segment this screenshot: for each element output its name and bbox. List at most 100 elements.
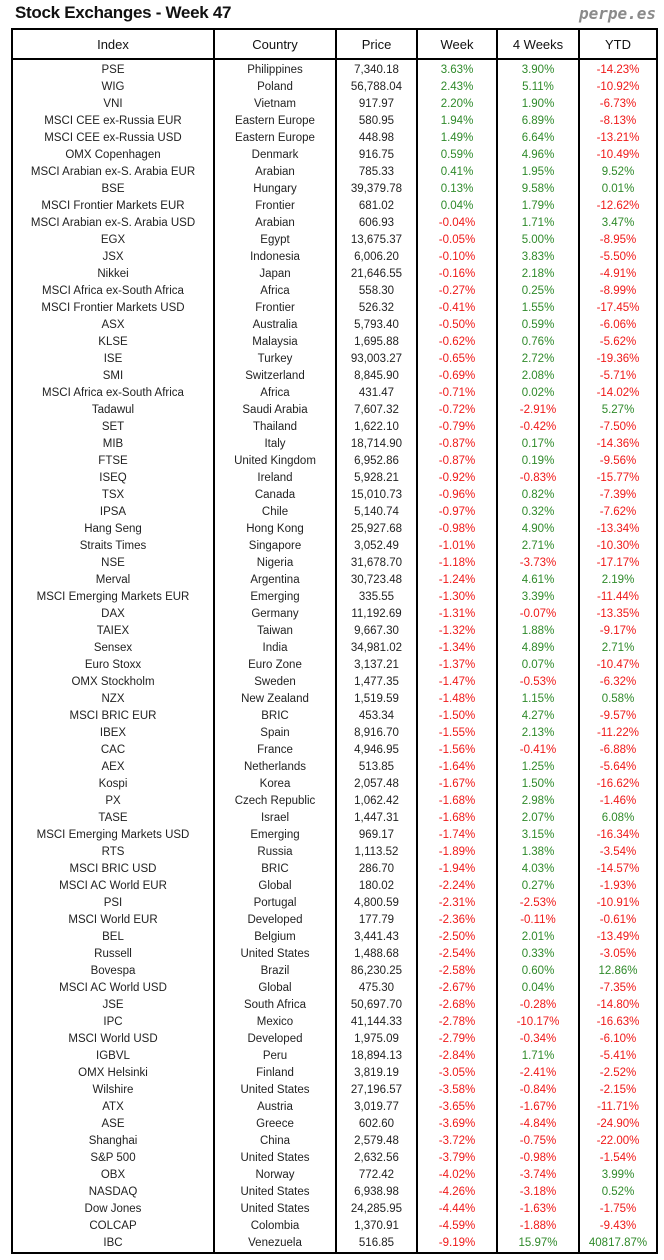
- index-cell: Shanghai: [88, 1135, 138, 1147]
- index-cell: PX: [105, 795, 121, 807]
- country-cell: Portugal: [213, 895, 336, 912]
- country-cell: Turkey: [213, 351, 336, 368]
- week-cell: -0.16%: [416, 266, 497, 283]
- table-row: TASE Israel 1,447.31 -1.68% 2.07% 6.08%: [12, 810, 657, 827]
- index-cell: WIG: [101, 81, 125, 93]
- table-row: Russell United States 1,488.68 -2.54% 0.33% -…: [12, 946, 657, 963]
- ytd-cell: -1.75%: [578, 1201, 657, 1218]
- ytd-cell: -11.71%: [578, 1099, 657, 1116]
- week-cell: -2.79%: [416, 1031, 497, 1048]
- ytd-cell: -16.34%: [578, 827, 657, 844]
- country-cell: United States: [213, 946, 336, 963]
- table-row: MSCI Arabian ex-S. Arabia USD Arabian 606.…: [12, 215, 657, 232]
- table-row: ISE Turkey 93,003.27 -0.65% 2.72% -19.36%: [12, 351, 657, 368]
- table-row: OMX Helsinki Finland 3,819.19 -3.05% -2.41% -…: [12, 1065, 657, 1082]
- ytd-cell: 0.52%: [578, 1184, 657, 1201]
- country-cell: United States: [213, 1082, 336, 1099]
- week-cell: -0.05%: [416, 232, 497, 249]
- 4-weeks-cell: 0.02%: [496, 385, 579, 402]
- table-row: OMX Stockholm Sweden 1,477.35 -1.47% -0.53% -…: [12, 674, 657, 691]
- 4-weeks-cell: -0.75%: [496, 1133, 579, 1150]
- week-cell: 1.49%: [416, 130, 497, 147]
- 4-weeks-cell: 1.79%: [496, 198, 579, 215]
- price-cell: 3,019.77: [335, 1099, 417, 1116]
- table-row: MSCI CEE ex-Russia EUR Eastern Europe 580.…: [12, 113, 657, 130]
- country-cell: Korea: [213, 776, 336, 793]
- index-cell: TAIEX: [96, 625, 130, 637]
- table-row: JSX Indonesia 6,006.20 -0.10% 3.83% -5.50%: [12, 249, 657, 266]
- index-cell: COLCAP: [89, 1220, 137, 1232]
- ytd-cell: -1.93%: [578, 878, 657, 895]
- week-cell: -1.68%: [416, 810, 497, 827]
- week-cell: -0.72%: [416, 402, 497, 419]
- index-cell: IBC: [103, 1237, 123, 1249]
- country-cell: Australia: [213, 317, 336, 334]
- table-row: EGX Egypt 13,675.37 -0.05% 5.00% -8.95%: [12, 232, 657, 249]
- week-cell: -0.79%: [416, 419, 497, 436]
- week-cell: -1.50%: [416, 708, 497, 725]
- week-cell: 0.41%: [416, 164, 497, 181]
- ytd-cell: -6.06%: [578, 317, 657, 334]
- table-row: ATX Austria 3,019.77 -3.65% -1.67% -11.71%: [12, 1099, 657, 1116]
- 4-weeks-cell: 4.89%: [496, 640, 579, 657]
- index-cell: PSE: [101, 64, 125, 76]
- week-cell: -0.98%: [416, 521, 497, 538]
- price-cell: 9,667.30: [335, 623, 417, 640]
- table-row: MSCI CEE ex-Russia USD Eastern Europe 448.…: [12, 130, 657, 147]
- week-cell: -0.41%: [416, 300, 497, 317]
- price-cell: 1,062.42: [335, 793, 417, 810]
- country-cell: Emerging: [213, 589, 336, 606]
- ytd-cell: -6.32%: [578, 674, 657, 691]
- price-cell: 1,113.52: [335, 844, 417, 861]
- index-cell: TSX: [101, 489, 125, 501]
- 4-weeks-cell: 4.96%: [496, 147, 579, 164]
- table-row: IBC Venezuela 516.85 -9.19% 15.97% 40817.87%: [12, 1235, 657, 1253]
- 4-weeks-cell: 3.83%: [496, 249, 579, 266]
- 4-weeks-cell: 1.25%: [496, 759, 579, 776]
- table-row: TSX Canada 15,010.73 -0.96% 0.82% -7.39%: [12, 487, 657, 504]
- table-row: MSCI World USD Developed 1,975.09 -2.79% -0.…: [12, 1031, 657, 1048]
- week-cell: -3.65%: [416, 1099, 497, 1116]
- country-cell: Global: [213, 980, 336, 997]
- price-cell: 1,975.09: [335, 1031, 417, 1048]
- index-cell: TASE: [98, 812, 128, 824]
- country-cell: Developed: [213, 912, 336, 929]
- week-cell: -1.64%: [416, 759, 497, 776]
- country-cell: Thailand: [213, 419, 336, 436]
- table-row: Bovespa Brazil 86,230.25 -2.58% 0.60% 12.86%: [12, 963, 657, 980]
- 4-weeks-cell: 1.95%: [496, 164, 579, 181]
- price-cell: 25,927.68: [335, 521, 417, 538]
- index-cell: SMI: [102, 370, 124, 382]
- table-row: Shanghai China 2,579.48 -3.72% -0.75% -22.00%: [12, 1133, 657, 1150]
- price-cell: 4,800.59: [335, 895, 417, 912]
- index-cell: IBEX: [99, 727, 127, 739]
- country-cell: Spain: [213, 725, 336, 742]
- index-cell: MSCI Arabian ex-S. Arabia EUR: [30, 166, 196, 178]
- week-cell: 0.13%: [416, 181, 497, 198]
- 4-weeks-cell: -0.34%: [496, 1031, 579, 1048]
- table-row: Sensex India 34,981.02 -1.34% 4.89% 2.71%: [12, 640, 657, 657]
- country-cell: Finland: [213, 1065, 336, 1082]
- ytd-cell: 6.08%: [578, 810, 657, 827]
- country-cell: Hong Kong: [213, 521, 336, 538]
- table-row: PSI Portugal 4,800.59 -2.31% -2.53% -10.91%: [12, 895, 657, 912]
- ytd-cell: -7.50%: [578, 419, 657, 436]
- ytd-cell: -4.91%: [578, 266, 657, 283]
- week-cell: -1.34%: [416, 640, 497, 657]
- ytd-cell: 2.71%: [578, 640, 657, 657]
- 4-weeks-cell: -0.28%: [496, 997, 579, 1014]
- ytd-cell: -11.44%: [578, 589, 657, 606]
- ytd-cell: -14.02%: [578, 385, 657, 402]
- ytd-cell: -11.22%: [578, 725, 657, 742]
- price-cell: 2,057.48: [335, 776, 417, 793]
- price-cell: 13,675.37: [335, 232, 417, 249]
- table-row: MSCI Arabian ex-S. Arabia EUR Arabian 785.…: [12, 164, 657, 181]
- country-cell: Arabian: [213, 164, 336, 181]
- ytd-cell: -5.41%: [578, 1048, 657, 1065]
- country-cell: Malaysia: [213, 334, 336, 351]
- country-cell: Denmark: [213, 147, 336, 164]
- index-cell: ATX: [102, 1101, 124, 1113]
- column-header-4-weeks: 4 Weeks: [496, 29, 579, 60]
- ytd-cell: -13.34%: [578, 521, 657, 538]
- price-cell: 18,894.13: [335, 1048, 417, 1065]
